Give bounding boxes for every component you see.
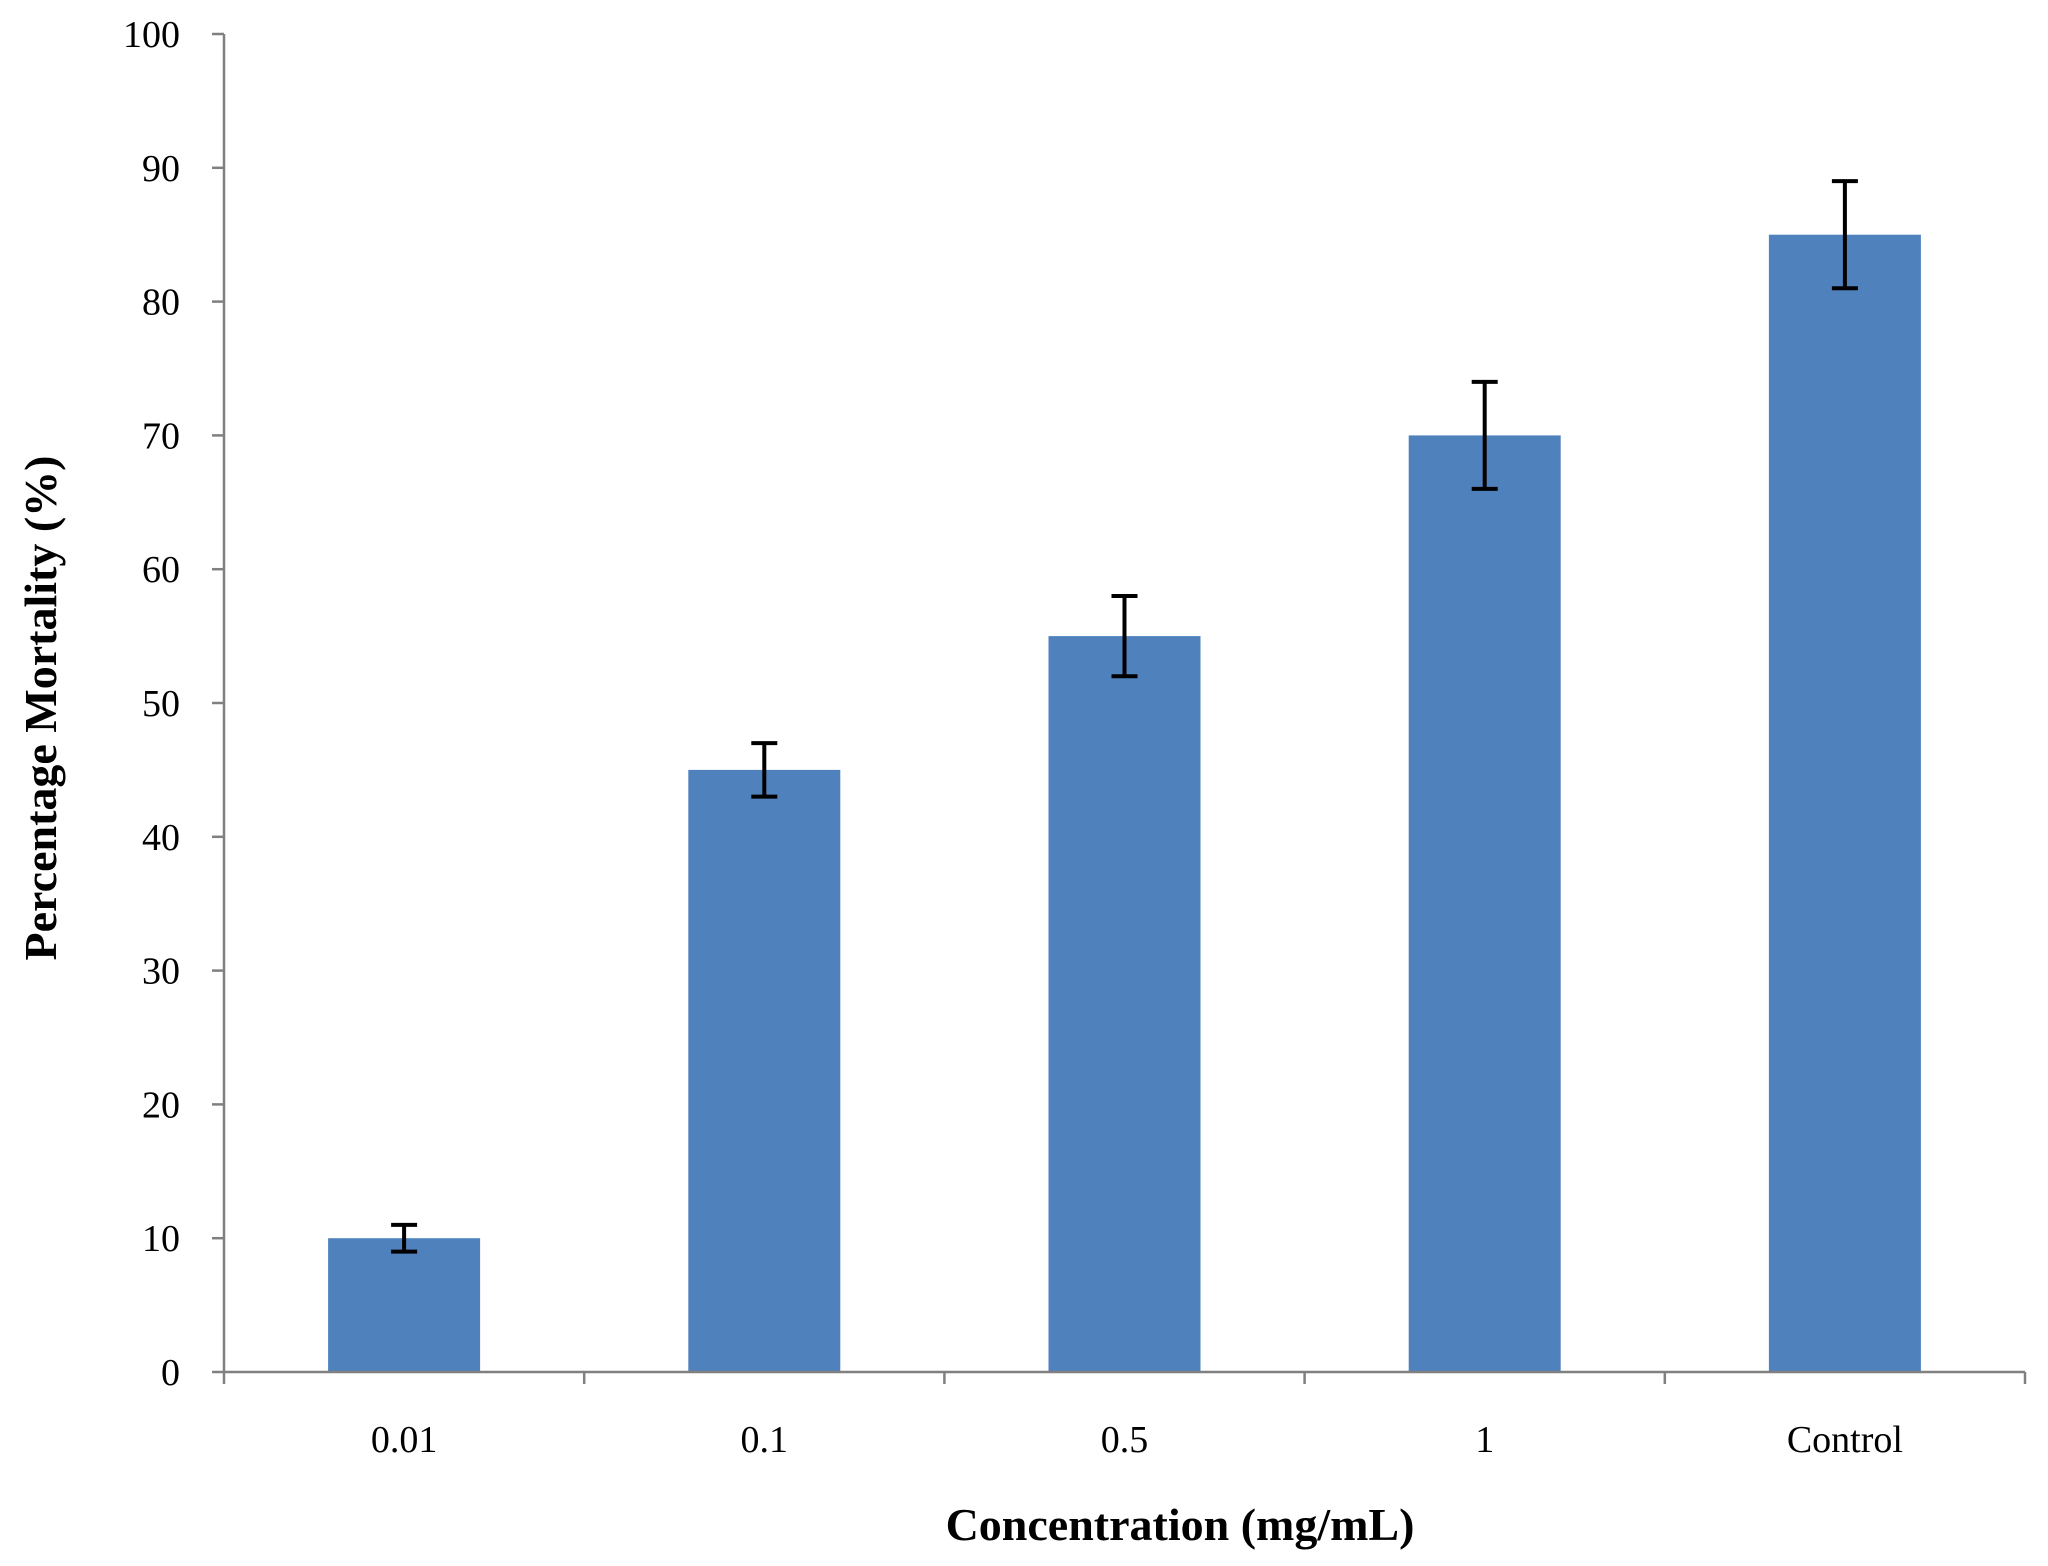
bar [328, 1238, 481, 1372]
error-bars [391, 179, 1858, 1254]
y-tick-label: 60 [142, 549, 180, 591]
bar [1048, 636, 1201, 1372]
x-axis-title: Concentration (mg/mL) [946, 1499, 1415, 1550]
bar [688, 769, 841, 1372]
x-tick-label: Control [1787, 1419, 1903, 1461]
y-axis-title: Percentage Mortality (%) [15, 456, 66, 961]
y-axis-ticks: 0 10 20 30 40 50 60 70 80 90 100 [123, 14, 224, 1394]
y-tick-label: 90 [142, 148, 180, 190]
y-tick-label: 20 [142, 1084, 180, 1126]
y-tick-label: 100 [123, 14, 180, 56]
x-axis-ticks: 0.01 0.1 0.5 1 Control [222, 1372, 2027, 1461]
y-tick-label: 70 [142, 415, 180, 457]
y-tick-label: 40 [142, 817, 180, 859]
y-tick-label: 80 [142, 282, 180, 324]
x-tick-label: 1 [1475, 1419, 1494, 1461]
bar [1408, 435, 1561, 1372]
y-tick-label: 30 [142, 951, 180, 993]
x-tick-label: 0.1 [741, 1419, 789, 1461]
y-tick-label: 50 [142, 683, 180, 725]
y-tick-label: 0 [161, 1352, 180, 1394]
y-tick-label: 10 [142, 1218, 180, 1260]
bars [328, 234, 1921, 1373]
x-tick-label: 0.5 [1101, 1419, 1149, 1461]
x-tick-label: 0.01 [371, 1419, 438, 1461]
bar [1768, 234, 1921, 1373]
